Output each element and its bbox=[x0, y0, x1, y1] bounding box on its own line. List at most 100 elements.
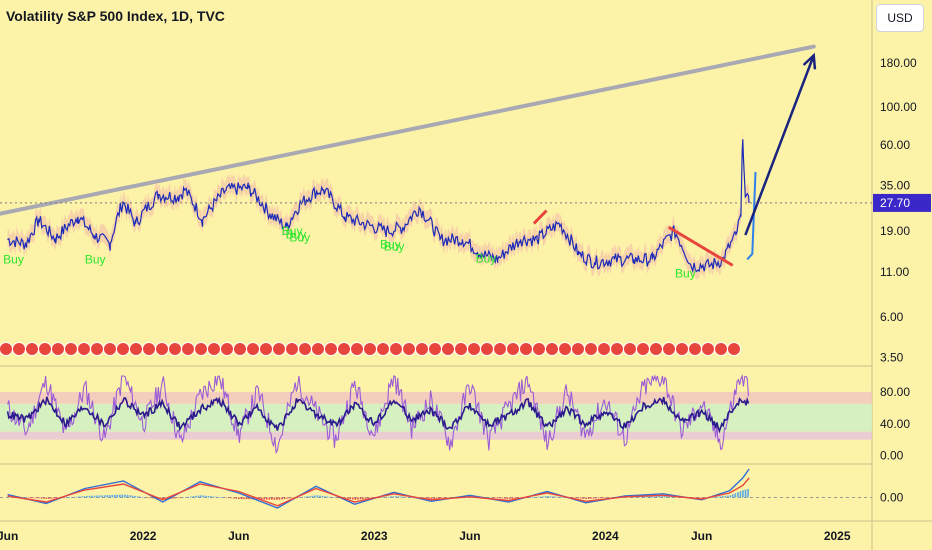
signal-dot bbox=[402, 342, 416, 356]
macd-histogram-bar bbox=[433, 497, 435, 499]
currency-button[interactable]: USD bbox=[876, 4, 924, 32]
macd-histogram-bar bbox=[385, 496, 387, 498]
macd-histogram-bar bbox=[387, 496, 390, 498]
macd-histogram-bar bbox=[557, 496, 559, 498]
macd-histogram-bar bbox=[726, 495, 729, 498]
macd-histogram-bar bbox=[719, 496, 721, 498]
x-tick-label: 2023 bbox=[361, 529, 388, 543]
signal-dot bbox=[337, 342, 351, 356]
macd-histogram-bar bbox=[73, 496, 76, 498]
macd-histogram-bar bbox=[509, 497, 511, 499]
macd-histogram-bar bbox=[220, 497, 222, 498]
macd-histogram-bar bbox=[430, 497, 433, 499]
macd-histogram-bar bbox=[364, 497, 367, 499]
oscillator-band bbox=[0, 391, 872, 404]
signal-dot bbox=[90, 342, 104, 356]
signal-dot bbox=[259, 342, 273, 356]
macd-histogram-bar bbox=[438, 497, 440, 499]
macd-histogram-bar bbox=[445, 497, 448, 499]
signal-dot bbox=[493, 342, 507, 356]
signal-dot bbox=[428, 342, 442, 356]
macd-histogram-bar bbox=[288, 497, 291, 499]
macd-histogram-bar bbox=[428, 497, 430, 499]
signal-dot bbox=[155, 342, 169, 356]
buy-signal-label: Buy bbox=[286, 227, 307, 241]
macd-histogram-bar bbox=[316, 495, 319, 498]
macd-histogram-bar bbox=[511, 497, 514, 499]
signal-dot bbox=[610, 342, 624, 356]
macd-histogram-bar bbox=[732, 494, 734, 498]
macd-histogram-bar bbox=[88, 495, 91, 498]
signal-dot bbox=[545, 342, 559, 356]
macd-line bbox=[7, 468, 750, 509]
macd-histogram-bar bbox=[587, 497, 590, 499]
signal-dot bbox=[688, 342, 702, 356]
macd-histogram-bar bbox=[575, 497, 577, 499]
macd-histogram-bar bbox=[37, 497, 40, 499]
macd-histogram-bar bbox=[493, 497, 496, 499]
macd-histogram-bar bbox=[146, 497, 149, 499]
macd-histogram-bar bbox=[506, 497, 509, 499]
macd-histogram-bar bbox=[81, 496, 83, 498]
macd-histogram-bar bbox=[425, 497, 428, 499]
signal-dot bbox=[220, 342, 234, 356]
x-tick-label: 2022 bbox=[130, 529, 157, 543]
macd-histogram-bar bbox=[192, 496, 195, 498]
macd-histogram-bar bbox=[359, 497, 362, 500]
macd-histogram-bar bbox=[653, 496, 656, 498]
macd-histogram-bar bbox=[174, 497, 177, 499]
macd-tick-label: 0.00 bbox=[880, 491, 904, 505]
macd-histogram-bar bbox=[233, 497, 235, 499]
macd-histogram-bar bbox=[134, 495, 136, 498]
macd-histogram-bar bbox=[412, 497, 415, 499]
macd-histogram-bar bbox=[443, 497, 445, 499]
signal-dot bbox=[558, 342, 572, 356]
macd-histogram-bar bbox=[298, 497, 301, 498]
macd-histogram-bar bbox=[141, 496, 144, 498]
macd-histogram-bar bbox=[96, 495, 98, 498]
macd-histogram-bar bbox=[526, 497, 529, 499]
macd-histogram-bar bbox=[331, 497, 334, 498]
macd-histogram-bar bbox=[595, 497, 597, 499]
macd-histogram-bar bbox=[78, 496, 81, 498]
signal-dot bbox=[25, 342, 39, 356]
macd-histogram-bar bbox=[597, 497, 600, 499]
signal-dot bbox=[233, 342, 247, 356]
macd-histogram-bar bbox=[668, 496, 671, 498]
macd-histogram-bar bbox=[537, 496, 539, 498]
macd-line bbox=[7, 477, 750, 507]
macd-histogram-bar bbox=[514, 497, 516, 499]
signal-dot bbox=[571, 342, 585, 356]
macd-histogram-bar bbox=[321, 495, 324, 498]
macd-histogram-bar bbox=[744, 489, 747, 498]
macd-histogram-bar bbox=[407, 497, 410, 498]
macd-histogram-bar bbox=[542, 496, 544, 498]
macd-histogram-bar bbox=[369, 497, 372, 499]
macd-histogram-bar bbox=[63, 497, 65, 499]
macd-histogram-bar bbox=[248, 497, 250, 500]
buy-signal-label: Buy bbox=[85, 253, 106, 267]
signal-dot bbox=[207, 342, 221, 356]
signal-dot bbox=[415, 342, 429, 356]
macd-histogram-bar bbox=[144, 497, 146, 498]
signal-dot bbox=[714, 342, 728, 356]
signal-dot bbox=[454, 342, 468, 356]
macd-histogram-bar bbox=[309, 496, 311, 498]
macd-histogram-bar bbox=[113, 494, 116, 498]
macd-histogram-bar bbox=[276, 497, 278, 500]
macd-histogram-bar bbox=[666, 496, 668, 498]
macd-histogram-bar bbox=[580, 497, 582, 499]
macd-histogram-bar bbox=[187, 496, 190, 498]
macd-histogram-bar bbox=[696, 497, 699, 499]
macd-histogram-bar bbox=[303, 496, 306, 498]
signal-dot bbox=[675, 342, 689, 356]
macd-histogram-bar bbox=[195, 495, 197, 498]
macd-histogram-bar bbox=[496, 497, 499, 499]
macd-histogram-bar bbox=[605, 497, 607, 499]
buy-signal-label: Buy bbox=[380, 238, 401, 252]
macd-histogram-bar bbox=[357, 497, 359, 500]
macd-histogram-bar bbox=[106, 495, 108, 498]
macd-histogram-bar bbox=[531, 497, 534, 498]
